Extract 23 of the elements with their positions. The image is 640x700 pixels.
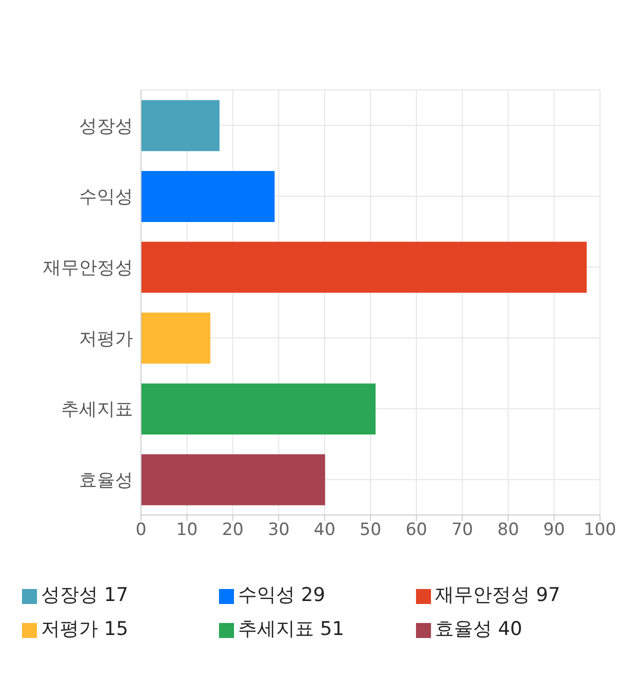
x-tick-label: 90 — [543, 520, 565, 540]
y-tick-label: 효율성 — [79, 470, 133, 491]
legend-label: 재무안정성 97 — [435, 583, 562, 608]
legend-label: 추세지표 51 — [238, 617, 346, 642]
y-tick-label: 수익성 — [79, 186, 133, 208]
x-tick-label: 60 — [406, 520, 428, 540]
legend-label: 수익성 29 — [238, 583, 326, 608]
x-tick-label: 40 — [314, 520, 336, 540]
x-tick-label: 30 — [268, 520, 290, 540]
legend-label: 효율성 40 — [435, 617, 524, 642]
x-tick-label: 50 — [360, 520, 382, 540]
y-tick-label: 추세지표 — [61, 399, 133, 420]
x-tick-label: 10 — [176, 520, 198, 540]
legend-label: 성장성 17 — [41, 583, 130, 608]
y-tick-label: 저평가 — [79, 328, 133, 350]
y-tick-label: 성장성 — [79, 116, 133, 137]
y-tick-label: 재무안정성 — [43, 257, 133, 278]
x-tick-label: 20 — [222, 520, 244, 540]
x-tick-label: 0 — [136, 520, 146, 540]
x-tick-label: 100 — [584, 520, 616, 540]
legend-label: 저평가 15 — [41, 617, 130, 642]
x-tick-label: 80 — [497, 520, 520, 540]
x-tick-label: 70 — [451, 520, 474, 540]
